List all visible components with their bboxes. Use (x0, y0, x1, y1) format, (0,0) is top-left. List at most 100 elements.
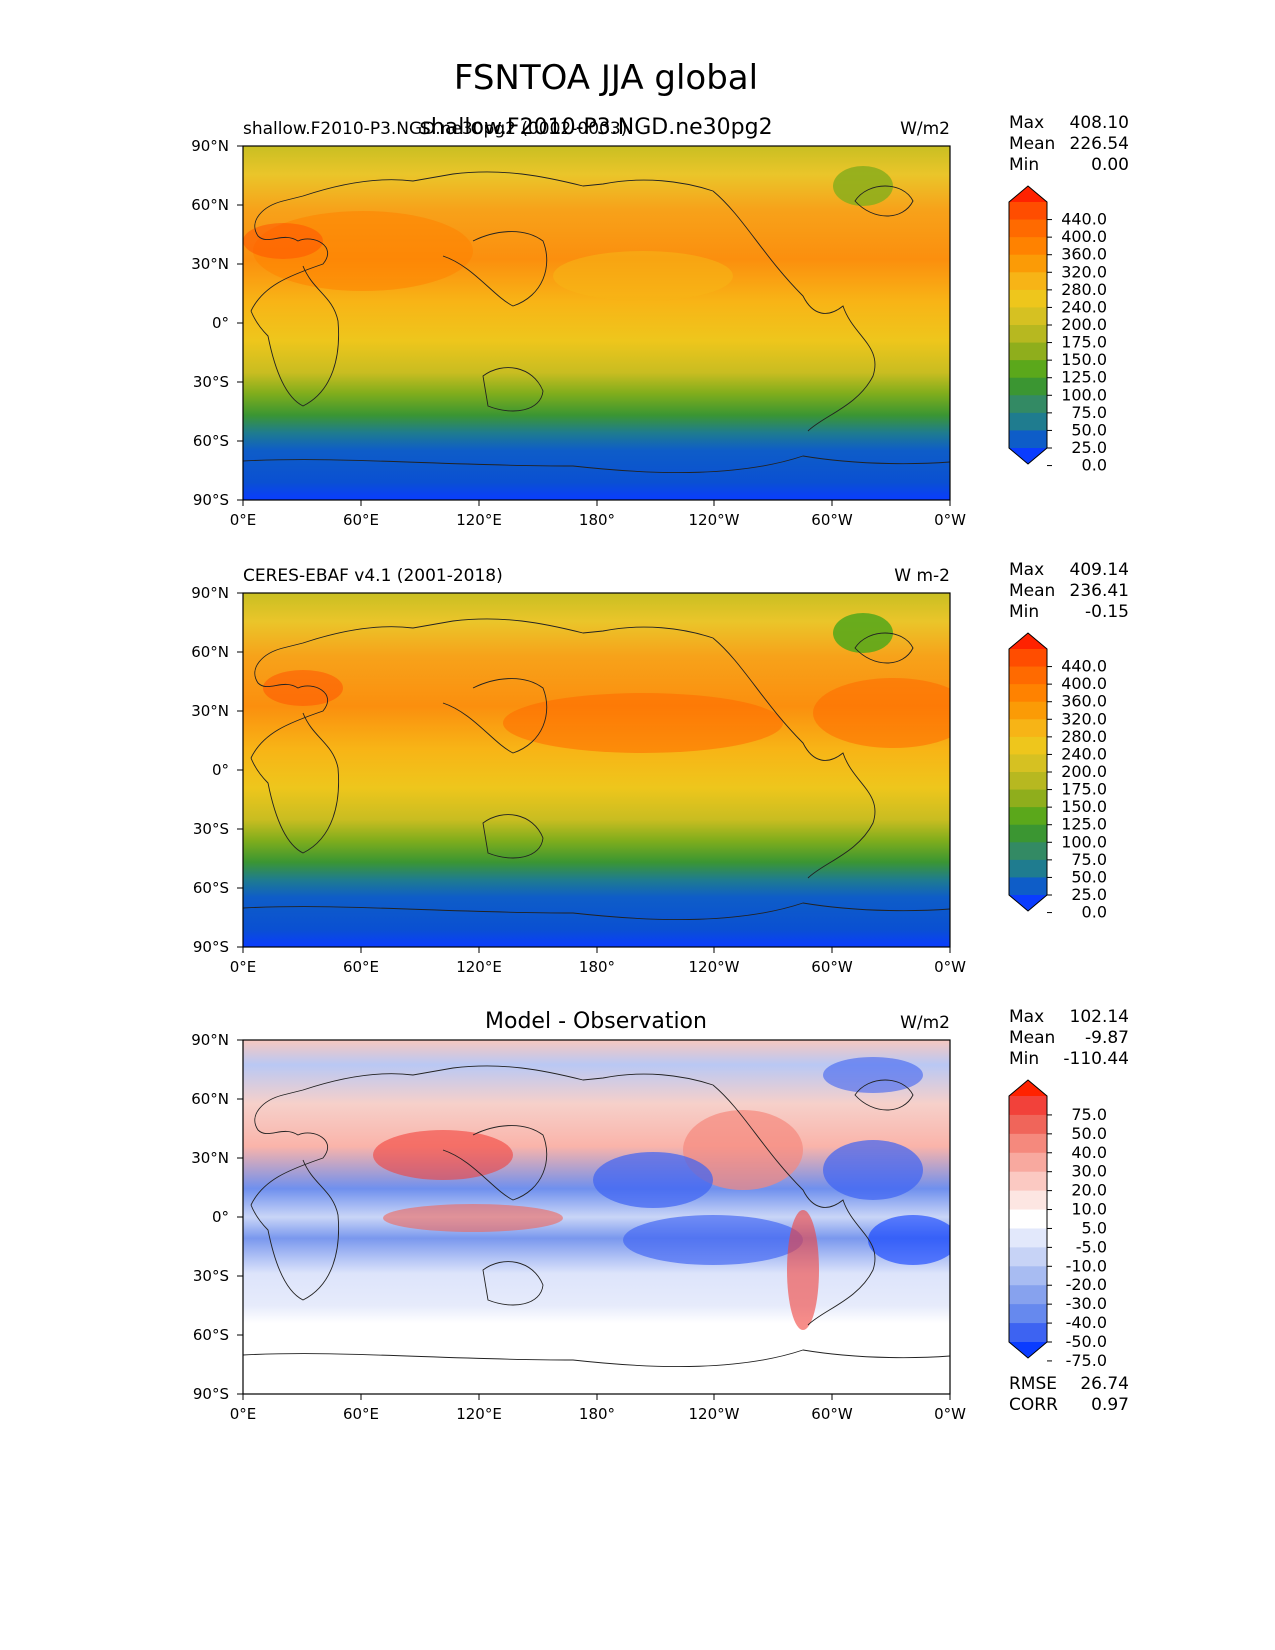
colorbar-level-label: -75.0 (1066, 1351, 1107, 1370)
stat-value: 226.54 (1070, 134, 1129, 154)
lon-tick-label: 120°E (456, 511, 502, 529)
colorbar-segment (1009, 859, 1047, 878)
lat-tick-label: 30°S (193, 1267, 229, 1285)
lon-tick-label: 120°W (689, 1405, 740, 1423)
panel-units: W/m2 (900, 1013, 950, 1033)
stat-value: 408.10 (1070, 113, 1129, 133)
colorbar-segment (1009, 736, 1047, 755)
panel-diff: Model - Observation W/m2 (191, 1009, 966, 1423)
colorbar-level-label: 200.0 (1061, 315, 1107, 334)
lon-tick-label: 60°E (343, 958, 379, 976)
colorbar-segment (1009, 1209, 1047, 1229)
lat-tick-label: 30°S (193, 820, 229, 838)
field-anomaly (553, 251, 733, 301)
lon-tick-label: 180° (579, 958, 615, 976)
field-background (243, 1040, 950, 1394)
colorbar-segment (1009, 377, 1047, 396)
stat-label: Min (1009, 1049, 1039, 1069)
colorbar-level-label: 175.0 (1061, 780, 1107, 799)
rmse-value: 26.74 (1080, 1374, 1129, 1394)
lat-tick-label: 30°N (191, 702, 229, 720)
colorbar-segment (1009, 289, 1047, 308)
lat-tick-label: 90°N (191, 137, 229, 155)
colorbar-level-label: 100.0 (1061, 385, 1107, 404)
field-anomaly (833, 613, 893, 653)
stat-value: -0.15 (1085, 602, 1129, 622)
lon-tick-label: 120°W (689, 511, 740, 529)
colorbar-level-label: 75.0 (1071, 1105, 1107, 1124)
lon-tick-label: 60°W (811, 958, 853, 976)
lat-axis: 90°N 60°N 30°N 0° 30°S 60°S 90°S (191, 584, 229, 956)
lon-tick-label: 0°E (230, 958, 257, 976)
lon-tick-label: 0°W (934, 511, 966, 529)
stats-obs: Max 409.14 Mean 236.41 Min -0.15 (1009, 560, 1129, 622)
field-background (243, 146, 950, 500)
colorbar-segment (1009, 1304, 1047, 1324)
lat-tick-label: 60°S (193, 432, 229, 450)
field-anomaly (373, 1130, 513, 1180)
colorbar-level-label: 280.0 (1061, 280, 1107, 299)
colorbar-level-label: 240.0 (1061, 297, 1107, 316)
colorbar-level-label: 360.0 (1061, 692, 1107, 711)
colorbar-segment (1009, 1285, 1047, 1305)
panel-title-center: Model - Observation (485, 1009, 707, 1034)
colorbar-segment (1009, 1133, 1047, 1154)
colorbar-extend-max (1009, 1080, 1047, 1096)
colorbar-segment (1009, 1171, 1047, 1192)
colorbar-segment (1009, 772, 1047, 791)
colorbar-level-label: 100.0 (1061, 832, 1107, 851)
stat-label: Max (1009, 1007, 1044, 1027)
colorbar-level-label: 50.0 (1071, 867, 1107, 886)
colorbar-segment (1009, 272, 1047, 291)
colorbar-segment (1009, 807, 1047, 826)
colorbar-segment (1009, 842, 1047, 861)
lat-tick-label: 90°S (193, 491, 229, 509)
figure-title: FSNTOA JJA global (454, 58, 758, 98)
lon-tick-label: 0°E (230, 1405, 257, 1423)
colorbar-level-label: -5.0 (1076, 1237, 1107, 1256)
lat-tick-label: 60°N (191, 1090, 229, 1108)
colorbar-level-label: 320.0 (1061, 709, 1107, 728)
stat-label: Min (1009, 602, 1039, 622)
panel-units: W/m2 (900, 119, 950, 139)
colorbar-segment (1009, 877, 1047, 896)
colorbar-level-label: 20.0 (1071, 1181, 1107, 1200)
colorbar-level-label: 150.0 (1061, 797, 1107, 816)
lat-tick-label: 0° (212, 761, 229, 779)
corr-label: CORR (1009, 1395, 1058, 1415)
lon-tick-label: 120°E (456, 1405, 502, 1423)
colorbar-segment (1009, 342, 1047, 361)
coastlines (243, 618, 950, 920)
colorbar-segment (1009, 430, 1047, 449)
lat-tick-label: 60°N (191, 196, 229, 214)
colorbar-segment (1009, 789, 1047, 808)
field-background (243, 593, 950, 947)
colorbar-segment (1009, 1323, 1047, 1343)
field-anomaly (503, 693, 783, 753)
lat-tick-label: 30°N (191, 1149, 229, 1167)
lat-axis: 90°N 60°N 30°N 0° 30°S 60°S 90°S (191, 1031, 229, 1403)
field-anomaly (823, 1057, 923, 1093)
field-anomaly (383, 1204, 563, 1232)
stat-label: Mean (1009, 134, 1055, 154)
colorbar-segment (1009, 1096, 1047, 1116)
colorbar-extend-min (1009, 1342, 1047, 1358)
coastlines (243, 1065, 950, 1367)
ticks (237, 592, 951, 953)
lon-axis: 0°E 60°E 120°E 180° 120°W 60°W 0°W (230, 511, 966, 529)
lat-tick-label: 60°S (193, 1326, 229, 1344)
lat-tick-label: 30°S (193, 373, 229, 391)
lon-tick-label: 0°W (934, 958, 966, 976)
colorbar-level-label: 360.0 (1061, 245, 1107, 264)
field-anomaly (823, 1140, 923, 1200)
lon-axis: 0°E 60°E 120°E 180° 120°W 60°W 0°W (230, 958, 966, 976)
colorbar-level-label: 125.0 (1061, 815, 1107, 834)
colorbar-level-label: 30.0 (1071, 1162, 1107, 1181)
colorbar-segment (1009, 1190, 1047, 1211)
lon-tick-label: 180° (579, 1405, 615, 1423)
colorbar-segment (1009, 202, 1047, 221)
lon-tick-label: 60°W (811, 511, 853, 529)
lat-tick-label: 0° (212, 314, 229, 332)
lon-tick-label: 0°W (934, 1405, 966, 1423)
colorbar-level-label: 10.0 (1071, 1200, 1107, 1219)
